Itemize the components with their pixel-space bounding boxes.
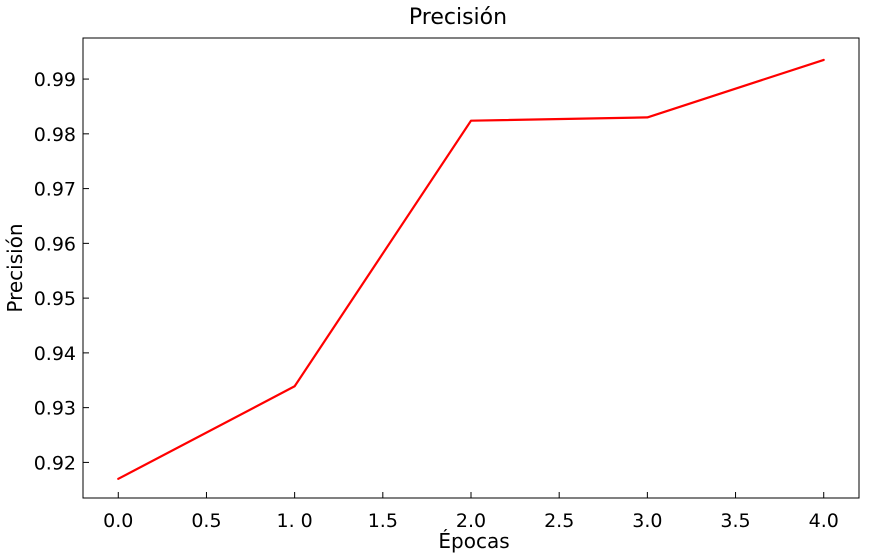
x-tick-label: 4.0 [809,510,839,532]
x-tick-label: 2.0 [456,510,486,532]
y-tick-label: 0.99 [34,69,76,91]
y-tick-label: 0.94 [34,343,76,365]
y-axis: 0.92 0.93 0.94 0.95 0.96 0.97 0.98 0.99 [34,69,89,474]
series-layer [117,58,825,480]
x-tick-label: 3.5 [720,510,750,532]
x-axis: 0.0 0.5 1. 0 1.5 2.0 2.5 3.0 3.5 4.0 [103,492,839,532]
y-tick-label: 0.95 [34,288,76,310]
series-line [117,58,825,480]
chart-title: Precisión [409,5,507,30]
x-tick-label: 1. 0 [277,510,313,532]
y-tick-label: 0.96 [34,233,76,255]
x-tick-label: 1.5 [368,510,398,532]
y-tick-label: 0.93 [34,398,76,420]
x-tick-label: 2.5 [544,510,574,532]
y-tick-label: 0.92 [34,452,76,474]
y-axis-label: Precisión [3,223,27,312]
x-tick-label: 0.0 [103,510,133,532]
plot-frame [82,37,860,499]
y-tick-label: 0.97 [34,179,76,201]
x-tick-label: 0.5 [191,510,221,532]
y-tick-label: 0.98 [34,124,76,146]
x-tick-label: 3.0 [632,510,662,532]
x-axis-label: Épocas [438,529,509,553]
